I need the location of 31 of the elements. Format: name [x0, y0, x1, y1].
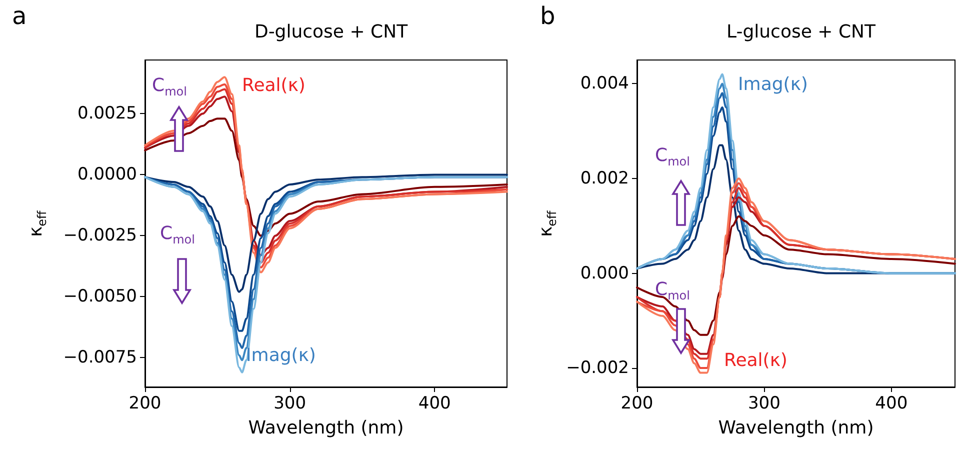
x-tick-label: 300 [274, 394, 306, 414]
y-tick-label: −0.002 [566, 358, 629, 378]
text: a [12, 2, 27, 30]
annotation: C$_{mol}$ [160, 223, 195, 249]
x-tick-label: 400 [418, 394, 451, 414]
x-tick-label: 200 [128, 394, 162, 414]
x-tick-label: 200 [620, 394, 654, 414]
y-tick-label: −0.0075 [63, 348, 137, 368]
chart-title: D-glucose + CNT [254, 22, 409, 42]
y-tick-label: 0.000 [580, 263, 629, 284]
y-tick-label: 0.004 [580, 74, 629, 94]
annotation: Real(κ) [724, 350, 788, 371]
text: b [540, 2, 556, 30]
y-tick-label: −0.0025 [63, 226, 137, 246]
line-series [144, 174, 508, 293]
x-axis-title: Wavelength (nm) [248, 418, 404, 438]
y-tick-label: 0.002 [580, 168, 629, 188]
x-tick-label: 300 [748, 394, 780, 414]
annotation: C$_{mol}$ [152, 75, 187, 101]
annotation: Real(κ) [242, 75, 306, 96]
chart-title: L-glucose + CNT [726, 22, 876, 42]
y-tick-label: −0.0050 [63, 286, 137, 307]
x-axis-title: Wavelength (nm) [718, 418, 874, 438]
y-tick-label: 0.0025 [78, 104, 137, 124]
annotation: Imag(κ) [738, 74, 808, 95]
annotation: C$_{mol}$ [655, 145, 690, 171]
line-series [636, 215, 956, 336]
annotation: Imag(κ) [246, 345, 316, 366]
x-tick-label: 400 [875, 394, 908, 414]
y-tick-label: 0.0000 [78, 164, 137, 185]
annotation: C$_{mol}$ [655, 279, 690, 305]
